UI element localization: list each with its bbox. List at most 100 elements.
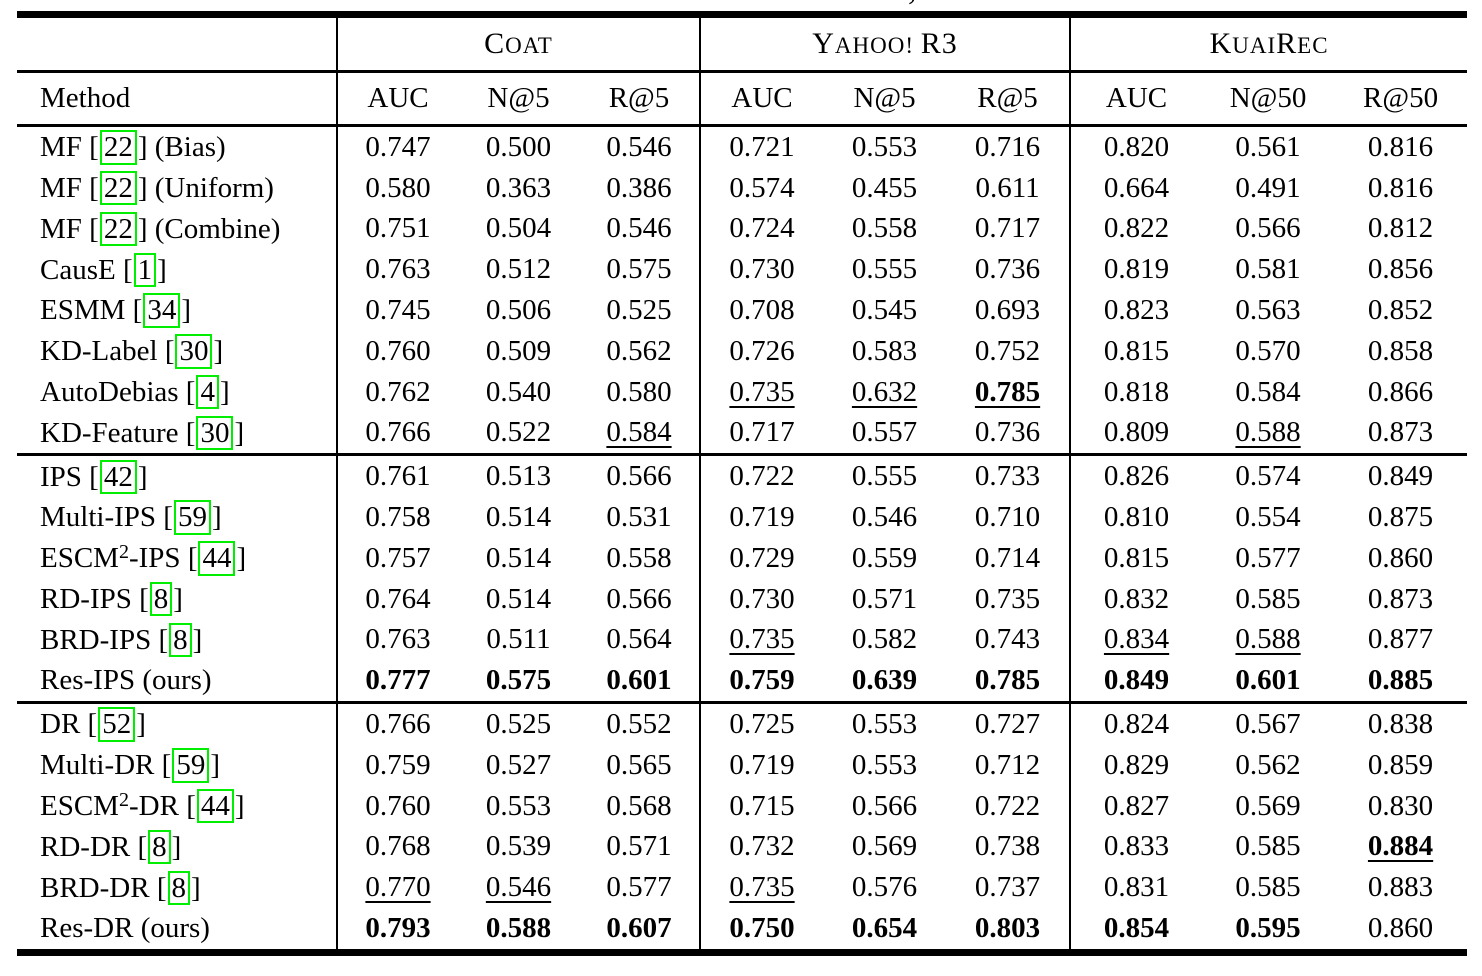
citation-link[interactable]: 52: [98, 707, 136, 742]
metric-cell: 0.730: [699, 578, 824, 620]
metric-cell: 0.664: [1069, 167, 1203, 209]
metric-cell: 0.546: [458, 867, 579, 908]
metric-cell: 0.654: [851, 912, 918, 945]
metric-cell: 0.885: [1367, 664, 1434, 697]
method-cell: RD-IPS [8]: [40, 581, 183, 617]
metric-cell: 0.569: [1235, 789, 1301, 822]
metric-cell: 0.785: [974, 664, 1041, 697]
underlined-value: 0.735: [729, 375, 795, 408]
metric-cell: 0.585: [1235, 830, 1301, 863]
method-cell: KD-Feature [30]: [40, 415, 245, 451]
method-cell: BRD-IPS [8]: [40, 622, 203, 658]
citation-link[interactable]: 1: [133, 252, 157, 287]
metric-cell: 0.574: [699, 167, 824, 209]
dataset-name-part: R: [1276, 27, 1298, 60]
table-row: MF [22] (Uniform) 0.580 0.363 0.386 0.574 0.4…: [17, 167, 1467, 209]
metric-cell: 0.721: [699, 125, 824, 168]
metric-cell: 0.525: [458, 701, 579, 745]
underlined-value: 0.546: [485, 871, 552, 904]
metric-cell: 0.531: [606, 501, 672, 534]
metric-cell: 0.715: [699, 785, 824, 827]
citation-link[interactable]: 59: [173, 500, 211, 535]
metric-cell: 0.752: [974, 334, 1041, 367]
citation-link[interactable]: 8: [149, 581, 173, 617]
metric-cell: 0.554: [1235, 501, 1301, 534]
metric-cell: 0.386: [606, 171, 672, 204]
metric-cell: 0.558: [851, 212, 918, 245]
citation-link[interactable]: 22: [99, 130, 137, 165]
metric-cell: 0.812: [1367, 212, 1434, 245]
metric-cell: 0.822: [1069, 208, 1203, 250]
table-row: DR [52] 0.766 0.525 0.552 0.725 0.553 0.727 0.8…: [17, 701, 1468, 745]
table-row: IPS [42] 0.761 0.513 0.566 0.722 0.555 0.733 0.…: [17, 453, 1468, 498]
metric-cell: 0.595: [1235, 912, 1301, 945]
method-cell: Multi-DR [59]: [40, 748, 220, 783]
citation-link[interactable]: 8: [169, 622, 192, 658]
metric-cell: 0.873: [1367, 582, 1434, 615]
metric-cell: 0.877: [1367, 623, 1434, 656]
metric-cell: 0.363: [485, 171, 552, 204]
metric-cell: 0.555: [851, 253, 918, 286]
metric-cell: 0.511: [486, 623, 551, 656]
dataset-name-part: EC: [1297, 33, 1329, 58]
metric-cell: 0.735: [699, 619, 824, 661]
dataset-header-kuairec: KUAIREC: [1069, 14, 1468, 73]
metric-cell: 0.770: [336, 867, 458, 909]
citation-link[interactable]: 59: [172, 748, 210, 783]
metric-cell: 0.506: [485, 294, 552, 327]
metric-cell: 0.514: [485, 582, 552, 615]
metric-cell: 0.827: [1069, 785, 1203, 827]
underlined-value: 0.834: [1103, 623, 1170, 656]
metric-cell: 0.455: [851, 171, 918, 204]
citation-link[interactable]: 8: [148, 829, 171, 865]
metric-cell: 0.830: [1367, 789, 1434, 822]
citation-link[interactable]: 22: [99, 211, 137, 247]
dataset-name-part: OAT: [505, 33, 553, 58]
metric-cell: 0.883: [1367, 871, 1434, 904]
metric-cell: 0.858: [1367, 334, 1434, 367]
metric-cell: 0.580: [606, 375, 672, 408]
metric-cell: 0.571: [606, 830, 672, 863]
underlined-value: 0.884: [1367, 830, 1434, 863]
caption-fragment: ,: [908, 0, 917, 8]
metric-cell: 0.566: [851, 789, 918, 822]
metric-cell: 0.710: [974, 501, 1041, 534]
citation-link[interactable]: 44: [196, 788, 234, 824]
metric-cell: 0.764: [336, 578, 458, 620]
citation-link[interactable]: 22: [99, 170, 137, 206]
metric-cell: 0.777: [336, 660, 458, 703]
metric-cell: 0.588: [1202, 620, 1334, 661]
metric-cell: 0.561: [1235, 130, 1301, 163]
citation-link[interactable]: 30: [175, 334, 213, 369]
table-row: ESMM [34] 0.745 0.506 0.525 0.708 0.545 0.693 0…: [17, 290, 1467, 331]
citation-link[interactable]: 34: [143, 293, 181, 328]
metric-cell: 0.738: [974, 830, 1041, 863]
metric-cell: 0.735: [699, 371, 824, 413]
metric-cell: 0.735: [974, 582, 1041, 615]
metric-cell: 0.750: [699, 908, 824, 953]
method-cell: BRD-DR [8]: [40, 870, 201, 905]
method-cell: KD-Label [30]: [40, 334, 224, 369]
method-cell: ESCM2-DR [44]: [40, 788, 245, 824]
citation-link[interactable]: 8: [167, 870, 190, 905]
metric-cell: 0.553: [485, 789, 552, 822]
citation-link[interactable]: 4: [196, 374, 219, 410]
metric-cell: 0.588: [485, 912, 552, 945]
metric-cell: 0.540: [485, 375, 552, 408]
table-row: ESCM2-IPS [44] 0.757 0.514 0.558 0.729 0.559 0…: [17, 537, 1467, 579]
citation-link[interactable]: 30: [196, 415, 234, 451]
metric-cell: 0.717: [974, 212, 1041, 245]
underlined-value: 0.785: [974, 375, 1041, 408]
results-table: COAT YAHOO! R3 KUAIREC Method AUC N@5 R@5 AUC N@…: [17, 11, 1468, 956]
citation-link[interactable]: 44: [198, 541, 236, 576]
metric-cell: 0.733: [946, 453, 1071, 498]
method-cell: ESCM2-IPS [44]: [40, 541, 247, 576]
metric-header-kuairec-auc: AUC: [1069, 71, 1203, 127]
metric-cell: 0.722: [974, 789, 1041, 822]
metric-cell: 0.735: [699, 867, 824, 909]
citation-link[interactable]: 42: [99, 459, 137, 494]
metric-cell: 0.514: [485, 501, 552, 534]
metric-cell: 0.546: [606, 130, 672, 163]
metric-cell: 0.584: [1235, 375, 1301, 408]
